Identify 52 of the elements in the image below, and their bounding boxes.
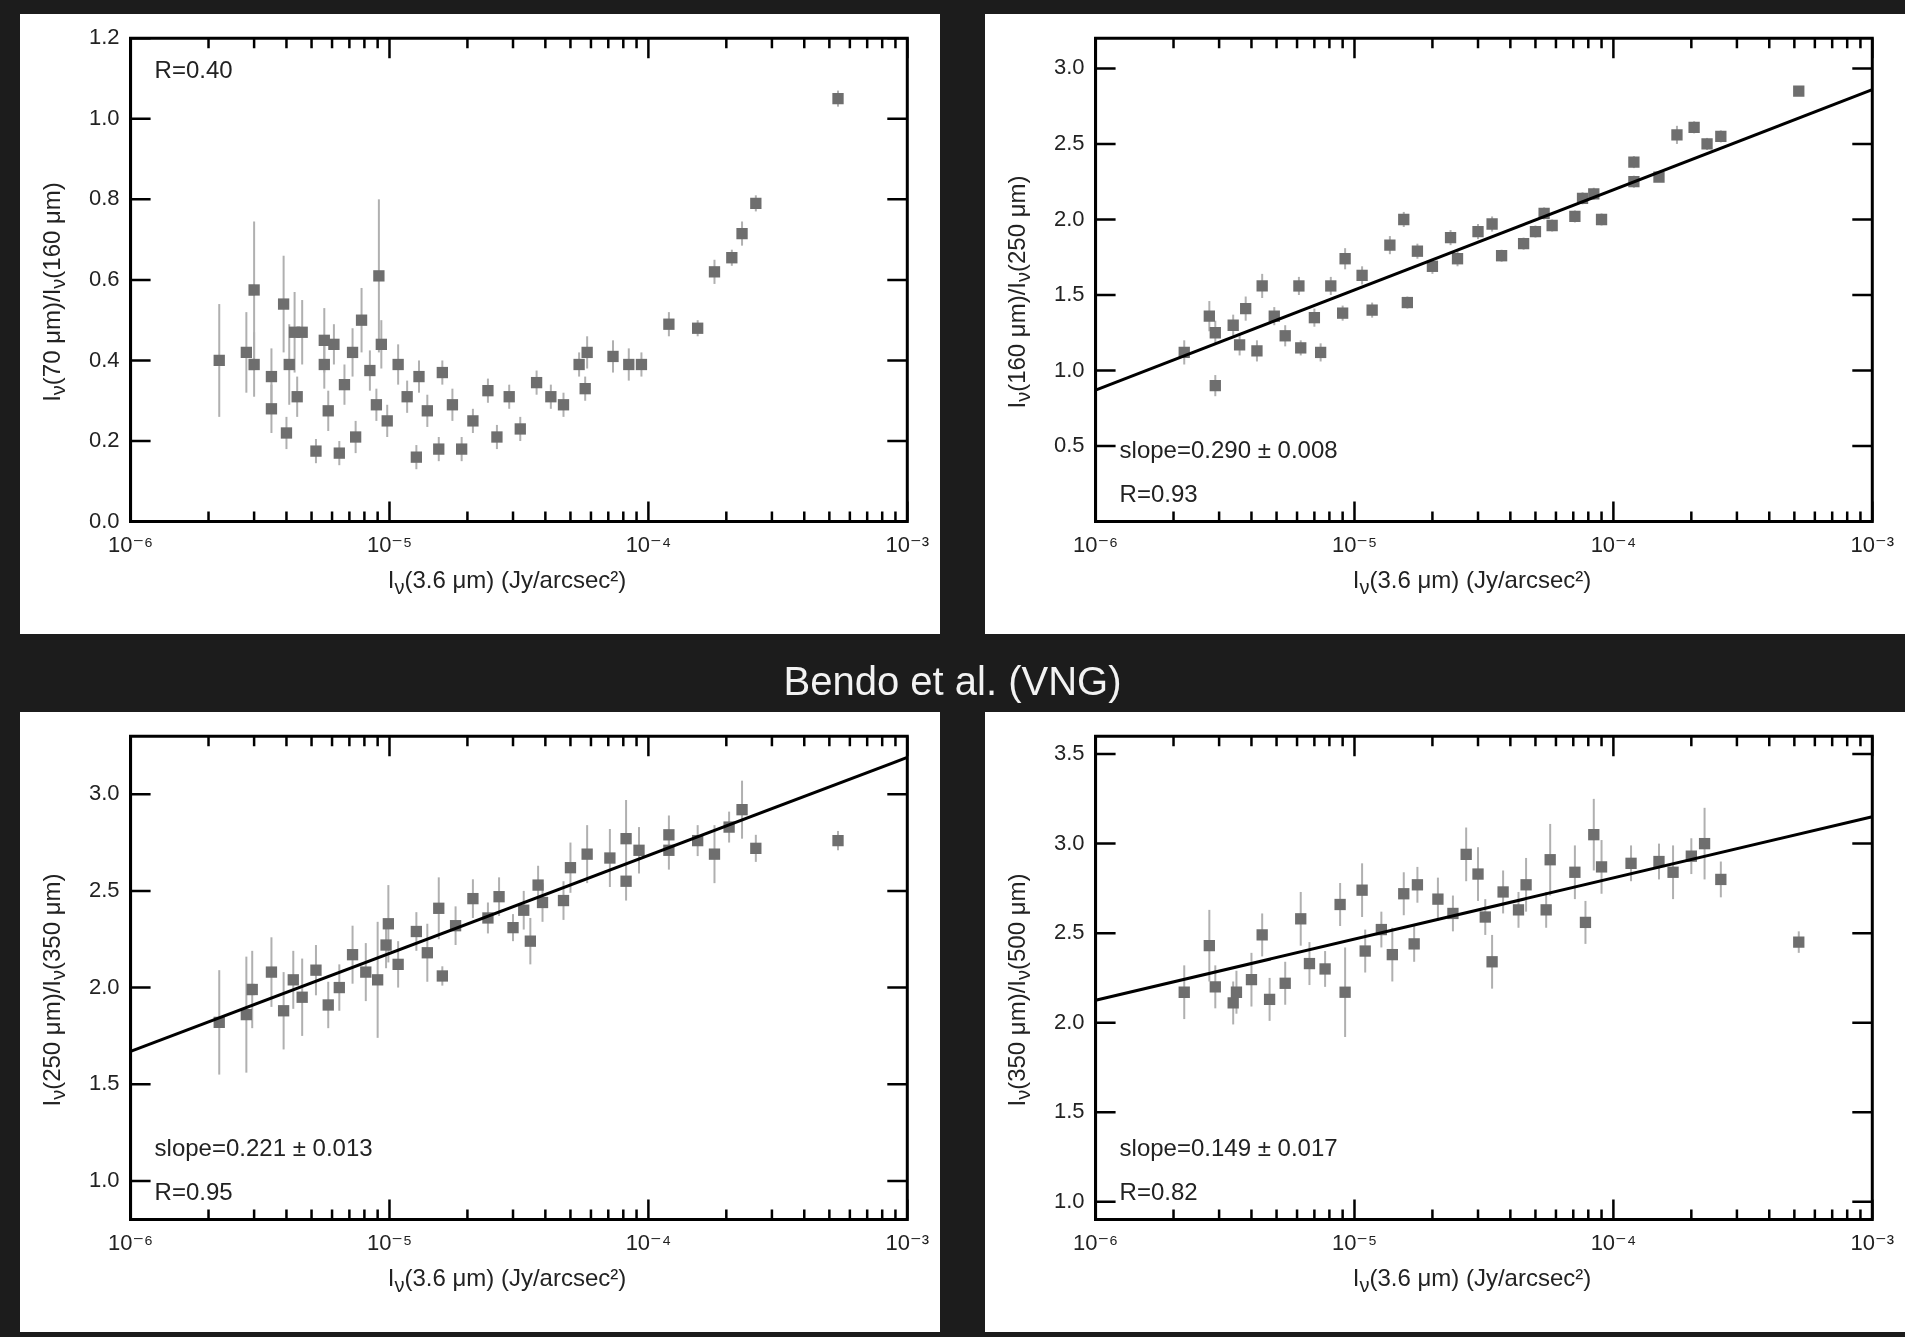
- x-tick-label: 10⁻³: [885, 1229, 930, 1255]
- y-tick-label: 1.5: [1053, 281, 1085, 307]
- y-tick-label: 1.5: [1053, 1098, 1085, 1124]
- annotation: R=0.82: [1119, 1177, 1198, 1205]
- annotation: slope=0.149 ± 0.017: [1119, 1133, 1338, 1161]
- x-axis-title: I$_{ν}$(3.6 μm) (Jy/arcsec²): [386, 1264, 628, 1297]
- annotation: slope=0.290 ± 0.008: [1119, 435, 1338, 463]
- y-tick-label: 1.5: [88, 1070, 120, 1096]
- x-tick-label: 10⁻⁴: [1590, 531, 1637, 557]
- y-tick-label: 1.0: [88, 104, 120, 130]
- x-tick-label: 10⁻³: [1850, 531, 1895, 557]
- y-tick-label: 2.5: [88, 876, 120, 902]
- annotation: slope=0.221 ± 0.013: [154, 1133, 373, 1161]
- annotation: R=0.95: [154, 1177, 233, 1205]
- y-tick-label: 1.2: [88, 24, 120, 50]
- y-tick-label: 1.0: [88, 1166, 120, 1192]
- y-tick-label: 0.6: [88, 265, 120, 291]
- y-tick-label: 3.0: [88, 780, 120, 806]
- y-tick-label: 2.5: [1053, 130, 1085, 156]
- y-tick-label: 2.0: [1053, 1008, 1085, 1034]
- y-tick-label: 0.8: [88, 185, 120, 211]
- x-tick-label: 10⁻⁵: [366, 1229, 413, 1255]
- x-tick-label: 10⁻⁶: [108, 1229, 154, 1255]
- x-tick-label: 10⁻⁴: [625, 531, 672, 557]
- y-tick-label: 0.5: [1053, 432, 1085, 458]
- x-tick-label: 10⁻⁵: [1331, 1229, 1378, 1255]
- x-tick-label: 10⁻⁴: [625, 1229, 672, 1255]
- x-tick-label: 10⁻⁴: [1590, 1229, 1637, 1255]
- x-tick-label: 10⁻³: [885, 531, 930, 557]
- text: Bendo et al. (VNG): [782, 658, 1123, 705]
- y-tick-label: 2.0: [1053, 205, 1085, 231]
- x-tick-label: 10⁻⁵: [366, 531, 413, 557]
- x-axis-title: I$_{ν}$(3.6 μm) (Jy/arcsec²): [386, 566, 628, 599]
- annotation: R=0.40: [154, 56, 233, 84]
- x-axis-title: I$_{ν}$(3.6 μm) (Jy/arcsec²): [1351, 1264, 1593, 1297]
- annotation: R=0.93: [1119, 479, 1198, 507]
- y-tick-label: 0.4: [88, 346, 120, 372]
- y-tick-label: 3.5: [1053, 740, 1085, 766]
- x-tick-label: 10⁻³: [1850, 1229, 1895, 1255]
- y-tick-label: 2.0: [88, 973, 120, 999]
- x-tick-label: 10⁻⁶: [1073, 1229, 1119, 1255]
- y-tick-label: 2.5: [1053, 919, 1085, 945]
- y-tick-label: 0.2: [88, 427, 120, 453]
- y-tick-label: 3.0: [1053, 54, 1085, 80]
- x-tick-label: 10⁻⁶: [108, 531, 154, 557]
- y-tick-label: 0.0: [88, 507, 120, 533]
- y-tick-label: 1.0: [1053, 356, 1085, 382]
- y-tick-label: 3.0: [1053, 829, 1085, 855]
- x-tick-label: 10⁻⁵: [1331, 531, 1378, 557]
- x-axis-title: I$_{ν}$(3.6 μm) (Jy/arcsec²): [1351, 566, 1593, 599]
- y-tick-label: 1.0: [1053, 1187, 1085, 1213]
- x-tick-label: 10⁻⁶: [1073, 531, 1119, 557]
